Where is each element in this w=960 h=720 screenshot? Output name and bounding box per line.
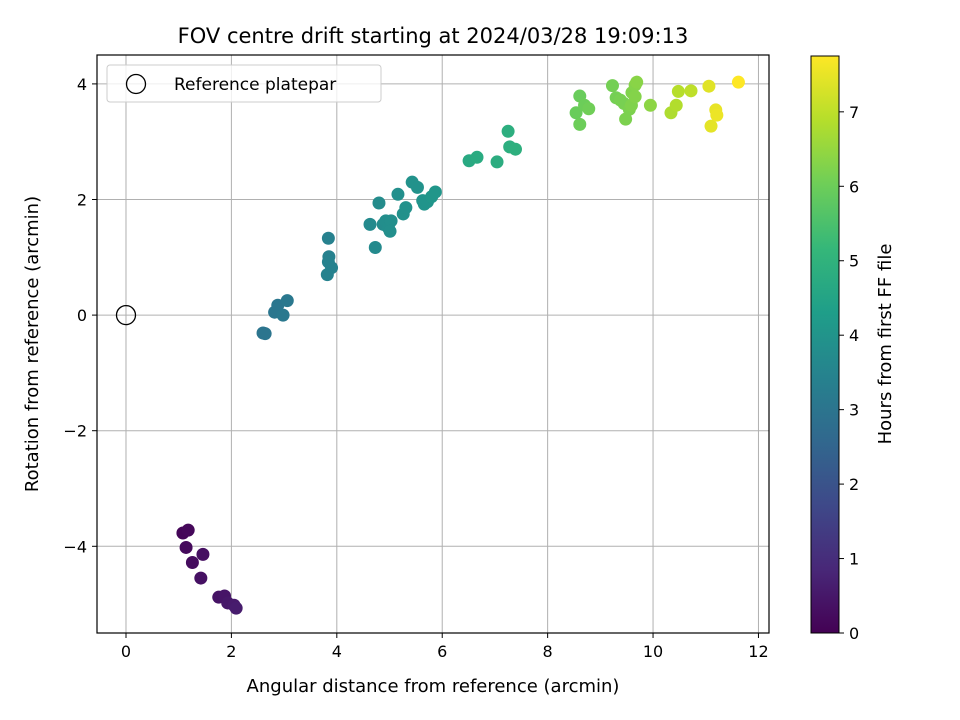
y-tick-label: 0	[77, 306, 87, 325]
data-points	[176, 75, 745, 615]
grid	[97, 55, 769, 633]
data-point	[630, 75, 644, 89]
data-point	[258, 327, 272, 341]
plot-area-frame	[96, 54, 770, 634]
data-point	[569, 106, 583, 120]
reference-platepar-marker	[115, 304, 137, 326]
data-point	[196, 547, 210, 561]
data-point	[704, 119, 718, 133]
data-point	[368, 240, 382, 254]
data-point	[619, 112, 633, 126]
x-tick-label: 6	[437, 642, 447, 661]
legend-label-reference-platepar: Reference platepar	[174, 75, 336, 95]
data-point	[185, 555, 199, 569]
data-point	[179, 540, 193, 554]
colorbar-gradient	[810, 55, 840, 634]
data-point	[573, 117, 587, 131]
data-point	[391, 187, 405, 201]
data-point	[280, 294, 294, 308]
data-point	[501, 124, 515, 138]
colorbar-tick-label: 4	[849, 326, 859, 345]
data-point	[710, 108, 724, 122]
data-point	[399, 201, 413, 215]
legend-box	[106, 64, 382, 103]
x-tick-label: 8	[543, 642, 553, 661]
x-axis-ticks: 0 2 4 6 8 10 12	[121, 633, 769, 661]
colorbar-tick-label: 3	[849, 401, 859, 420]
x-tick-label: 10	[643, 642, 663, 661]
y-axis-ticks: −4 −2 0 2 4	[63, 75, 97, 556]
data-point	[671, 84, 685, 98]
colorbar-tick-label: 6	[849, 177, 859, 196]
data-point	[669, 98, 683, 112]
x-tick-label: 2	[226, 642, 236, 661]
data-point	[428, 185, 442, 199]
data-point	[628, 90, 642, 104]
colorbar-ticks: 0 1 2 3 4 5 6 7	[839, 103, 859, 643]
colorbar-tick-label: 1	[849, 550, 859, 569]
colorbar-tick-label: 2	[849, 475, 859, 494]
data-point	[372, 196, 386, 210]
data-point	[731, 75, 745, 89]
data-point	[363, 217, 377, 231]
data-point	[490, 155, 504, 169]
y-tick-label: 2	[77, 191, 87, 210]
data-point	[194, 571, 208, 585]
data-point	[384, 214, 398, 228]
data-point	[383, 224, 397, 238]
data-point	[582, 102, 596, 116]
chart-title: FOV centre drift starting at 2024/03/28 …	[178, 24, 689, 48]
data-point	[181, 523, 195, 537]
colorbar-tick-label: 5	[849, 252, 859, 271]
data-point	[684, 84, 698, 98]
x-axis-label: Angular distance from reference (arcmin)	[247, 676, 620, 697]
y-tick-label: 4	[77, 75, 87, 94]
data-point	[605, 79, 619, 93]
x-tick-label: 0	[121, 642, 131, 661]
data-point	[410, 180, 424, 194]
data-point	[470, 150, 484, 164]
colorbar-tick-label: 0	[849, 624, 859, 643]
y-axis-label: Rotation from reference (arcmin)	[22, 196, 43, 492]
data-point	[508, 142, 522, 156]
data-point	[276, 308, 290, 322]
legend: Reference platepar	[106, 64, 382, 103]
y-tick-label: −2	[63, 422, 87, 441]
colorbar-tick-label: 7	[849, 103, 859, 122]
data-point	[321, 231, 335, 245]
colorbar: 0 1 2 3 4 5 6 7 Hours from first FF file	[810, 55, 896, 643]
colorbar-label: Hours from first FF file	[875, 244, 896, 445]
legend-marker-reference-platepar	[125, 73, 147, 95]
data-point	[702, 79, 716, 93]
data-point	[229, 601, 243, 615]
reference-point	[115, 304, 137, 326]
x-tick-label: 4	[332, 642, 342, 661]
data-point	[643, 98, 657, 112]
x-tick-label: 12	[748, 642, 768, 661]
y-tick-label: −4	[63, 537, 87, 556]
data-point	[320, 268, 334, 282]
